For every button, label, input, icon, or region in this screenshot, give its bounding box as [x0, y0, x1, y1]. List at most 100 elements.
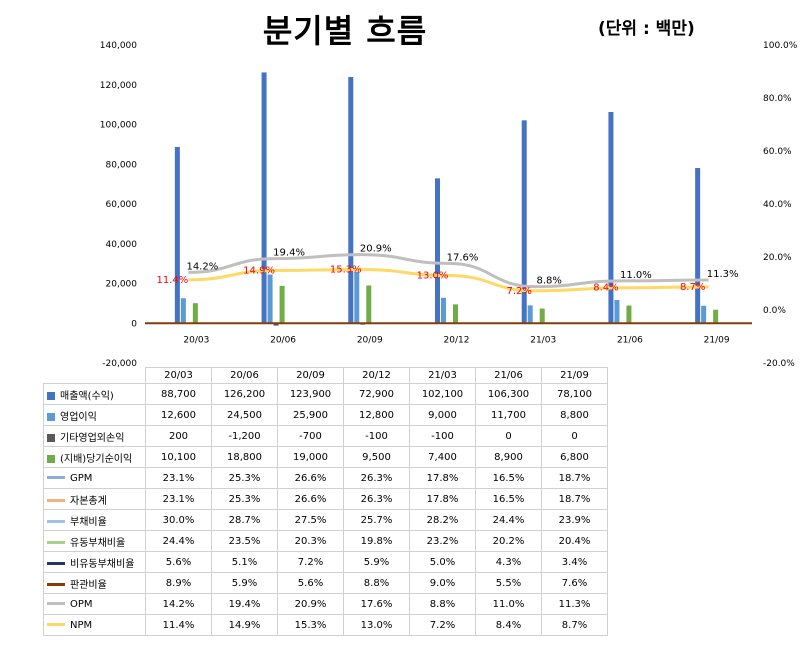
opm-data-label: 8.8%	[537, 276, 562, 287]
unit-label: (단위 : 백만)	[598, 19, 695, 39]
x-tick-label: 20/06	[270, 335, 296, 345]
bar-4	[453, 304, 458, 324]
table-cell: 28.2%	[409, 509, 476, 531]
table-cell: 5.6%	[145, 551, 212, 573]
opm-data-label: 20.9%	[360, 244, 392, 255]
opm-data-label: 19.4%	[273, 248, 305, 259]
table-cell: 25,900	[277, 404, 344, 426]
table-cell: 26.3%	[343, 488, 410, 510]
table-cell: 13.0%	[343, 614, 410, 636]
table-cell: 16.5%	[475, 488, 542, 510]
table-cell: 17.6%	[343, 593, 410, 615]
table-cell: 6,800	[541, 446, 608, 468]
y-left-tick-label: 140,000	[100, 41, 137, 51]
y-left-tick-label: 40,000	[106, 240, 138, 250]
table-cell: 25.7%	[343, 509, 410, 531]
table-header-row: 20/03 20/06 20/09 20/12 21/03 21/06 21/09	[44, 367, 608, 384]
table-row: GPM 23.1% 25.3% 26.6% 26.3% 17.8% 16.5% 18.7%	[43, 467, 608, 489]
npm-data-label: 13.0%	[417, 271, 449, 282]
column-header: 20/06	[211, 367, 278, 384]
table-cell: 5.9%	[211, 572, 278, 594]
table-cell: 15.3%	[277, 614, 344, 636]
table-cell: 7,400	[409, 446, 476, 468]
table-cell: -100	[343, 425, 410, 447]
legend-label: 유동부채비율	[70, 537, 126, 549]
row-label: 판관비율	[43, 572, 146, 594]
table-cell: 28.7%	[211, 509, 278, 531]
opm-data-label: 14.2%	[186, 261, 218, 272]
table-cell: 26.6%	[277, 467, 344, 489]
npm-data-label: 14.9%	[243, 266, 275, 277]
table-cell: 7.6%	[541, 572, 608, 594]
table-cell: 5.0%	[409, 551, 476, 573]
table-cell: 4.3%	[475, 551, 542, 573]
table-cell: 11.0%	[475, 593, 542, 615]
opm-data-label: 17.6%	[447, 252, 479, 263]
row-label: 비유동부채비율	[43, 551, 146, 573]
bar-2	[614, 299, 620, 324]
table-row: OPM 14.2% 19.4% 20.9% 17.6% 8.8% 11.0% 11.3%	[43, 593, 608, 615]
line-npm	[188, 267, 709, 293]
x-tick-label: 20/03	[183, 335, 209, 345]
legend-swatch	[47, 562, 65, 565]
table-row: 영업이익 12,600 24,500 25,900 12,800 9,000 11,700 8…	[43, 404, 608, 426]
table-cell: 7.2%	[409, 614, 476, 636]
legend-label: NPM	[70, 619, 93, 631]
column-header: 20/09	[277, 367, 344, 384]
table-cell: 8,800	[541, 404, 608, 426]
table-cell: 12,800	[343, 404, 410, 426]
table-cell: 5.6%	[277, 572, 344, 594]
table-row: 부채비율 30.0% 28.7% 27.5% 25.7% 28.2% 24.4% 23.9%	[43, 509, 608, 531]
bar-1	[521, 120, 527, 324]
chart-title: 분기별 흐름	[262, 12, 428, 50]
bar-2	[267, 274, 273, 324]
table-cell: 106,300	[475, 383, 542, 405]
table-cell: 17.8%	[409, 467, 476, 489]
column-header: 20/03	[145, 367, 212, 384]
table-cell: 30.0%	[145, 509, 212, 531]
table-cell: 88,700	[145, 383, 212, 405]
y-left-tick-label: 100,000	[100, 121, 137, 131]
table-cell: 12,600	[145, 404, 212, 426]
table-cell: 5.5%	[475, 572, 542, 594]
opm-data-label: 11.3%	[707, 269, 739, 280]
table-cell: 0	[541, 425, 608, 447]
bar-2	[180, 298, 186, 324]
table-cell: 26.3%	[343, 467, 410, 489]
table-cell: 9,000	[409, 404, 476, 426]
table-row: 매출액(수익) 88,700 126,200 123,900 72,900 102,100…	[43, 383, 608, 405]
bar-1	[695, 168, 701, 324]
y-right-tick-label: 20.0%	[763, 253, 792, 263]
legend-label: OPM	[70, 598, 93, 610]
legend-swatch	[47, 433, 55, 442]
column-header: 20/12	[343, 367, 410, 384]
legend-label: 판관비율	[70, 579, 107, 591]
x-tick-label: 20/09	[357, 335, 383, 345]
table-row: 비유동부채비율 5.6% 5.1% 7.2% 5.9% 5.0% 4.3% 3.4%	[43, 551, 608, 573]
table-cell: 123,900	[277, 383, 344, 405]
legend-label: GPM	[70, 472, 93, 484]
data-table: 20/03 20/06 20/09 20/12 21/03 21/06 21/09 매출액(수…	[43, 367, 608, 636]
table-cell: 18.7%	[541, 488, 608, 510]
legend-label: 영업이익	[60, 411, 97, 423]
bar-4	[539, 308, 545, 324]
table-cell: 24.4%	[145, 530, 212, 552]
bar-4	[626, 305, 632, 324]
bar-1	[435, 178, 440, 324]
table-row: 기타영업외손익 200 -1,200 -700 -100 -100 0 0	[43, 425, 608, 447]
npm-data-label: 7.2%	[507, 286, 532, 297]
table-cell: 0	[475, 425, 542, 447]
legend-swatch	[47, 476, 65, 479]
table-cell: 3.4%	[541, 551, 608, 573]
legend-swatch	[47, 602, 65, 605]
x-tick-label: 21/03	[530, 335, 556, 345]
table-row: NPM 11.4% 14.9% 15.3% 13.0% 7.2% 8.4% 8.7%	[43, 614, 608, 636]
table-cell: 8.7%	[541, 614, 608, 636]
table-cell: 5.9%	[343, 551, 410, 573]
table-cell: 8.4%	[475, 614, 542, 636]
table-cell: 78,100	[541, 383, 608, 405]
y-left-tick-label: 120,000	[100, 81, 137, 91]
table-cell: 20.2%	[475, 530, 542, 552]
table-cell: 7.2%	[277, 551, 344, 573]
table-cell: 19.4%	[211, 593, 278, 615]
